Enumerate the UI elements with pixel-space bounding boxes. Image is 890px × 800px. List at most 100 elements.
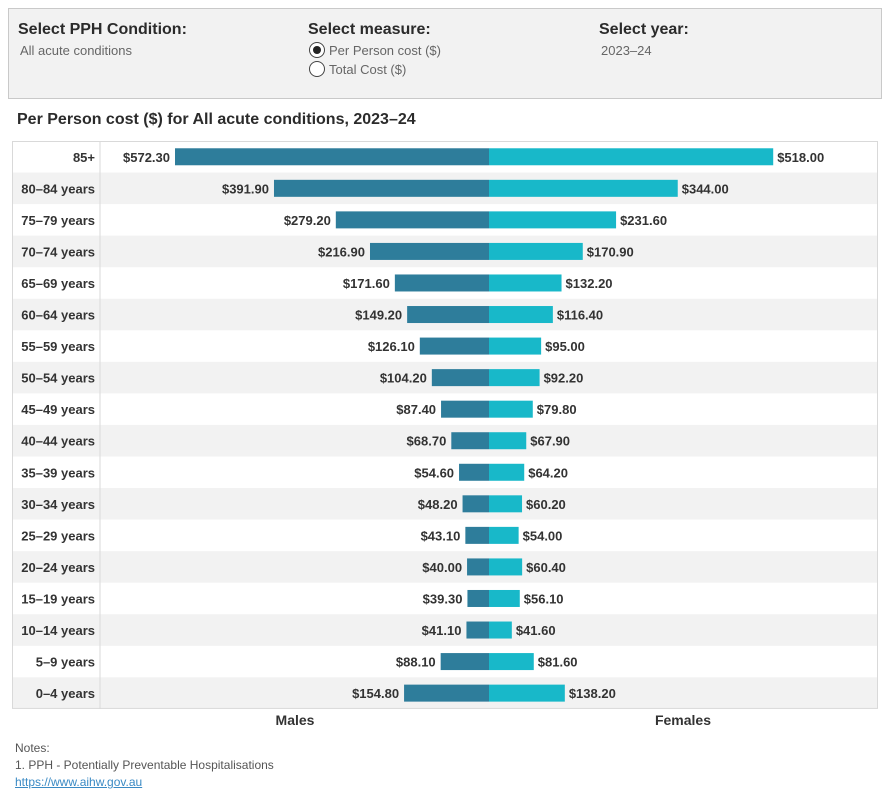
row-band [12, 614, 878, 646]
female-value-label: $116.40 [557, 308, 603, 323]
age-group-label: 55–59 years [21, 339, 95, 354]
year-filter-value[interactable]: 2023–24 [601, 43, 652, 58]
age-group-label: 30–34 years [21, 497, 95, 512]
age-group-label: 5–9 years [36, 655, 95, 670]
female-bar[interactable] [489, 369, 540, 387]
male-value-label: $391.90 [222, 181, 269, 196]
measure-filter-title: Select measure: [308, 21, 431, 38]
female-bar[interactable] [489, 621, 512, 639]
female-bar[interactable] [489, 400, 533, 418]
female-value-label: $95.00 [545, 339, 585, 354]
male-value-label: $171.60 [343, 276, 390, 291]
measure-option-label: Total Cost ($) [329, 61, 407, 77]
female-value-label: $56.10 [524, 591, 564, 606]
radio-selected-icon[interactable] [309, 42, 325, 58]
male-value-label: $87.40 [396, 402, 436, 417]
female-bar[interactable] [489, 589, 520, 607]
male-bar[interactable] [467, 589, 489, 607]
female-bar[interactable] [489, 653, 534, 671]
female-bar[interactable] [489, 148, 774, 166]
male-bar[interactable] [441, 400, 489, 418]
female-bar[interactable] [489, 558, 523, 576]
female-bar[interactable] [489, 495, 523, 513]
male-bar[interactable] [440, 653, 489, 671]
male-bar[interactable] [419, 337, 489, 355]
male-bar[interactable] [466, 621, 489, 639]
male-value-label: $104.20 [380, 371, 427, 386]
female-value-label: $170.90 [587, 244, 634, 259]
female-value-label: $79.80 [537, 402, 577, 417]
row-band [12, 424, 878, 457]
female-bar[interactable] [489, 432, 527, 450]
male-value-label: $149.20 [355, 308, 402, 323]
female-bar[interactable] [489, 526, 519, 544]
chart-title: Per Person cost ($) for All acute condit… [17, 111, 416, 128]
females-axis-label: Females [655, 712, 711, 728]
male-value-label: $572.30 [123, 150, 170, 165]
female-value-label: $92.20 [544, 371, 584, 386]
female-value-label: $60.40 [526, 560, 566, 575]
age-group-label: 10–14 years [21, 623, 95, 638]
notes: Notes: 1. PPH - Potentially Preventable … [15, 740, 274, 791]
female-value-label: $518.00 [777, 150, 824, 165]
male-bar[interactable] [451, 432, 489, 450]
age-group-label: 80–84 years [21, 181, 95, 196]
male-bar[interactable] [335, 211, 489, 229]
age-group-label: 40–44 years [21, 434, 95, 449]
female-bar[interactable] [489, 274, 562, 292]
female-value-label: $344.00 [682, 181, 729, 196]
female-value-label: $138.20 [569, 686, 616, 701]
age-group-label: 0–4 years [36, 686, 95, 701]
female-bar[interactable] [489, 242, 583, 260]
row-band [12, 551, 878, 583]
male-bar[interactable] [431, 369, 489, 387]
male-value-label: $54.60 [414, 465, 454, 480]
males-axis-label: Males [276, 712, 315, 728]
male-value-label: $39.30 [423, 591, 463, 606]
female-value-label: $60.20 [526, 497, 566, 512]
male-value-label: $126.10 [368, 339, 415, 354]
female-value-label: $54.00 [523, 528, 563, 543]
measure-option-per-person[interactable]: Per Person cost ($) [309, 42, 441, 58]
male-value-label: $216.90 [318, 244, 365, 259]
female-bar[interactable] [489, 684, 565, 702]
male-bar[interactable] [394, 274, 489, 292]
female-bar[interactable] [489, 463, 525, 481]
male-value-label: $279.20 [284, 213, 331, 228]
female-bar[interactable] [489, 179, 678, 197]
male-bar[interactable] [369, 242, 489, 260]
male-bar[interactable] [404, 684, 489, 702]
female-value-label: $81.60 [538, 655, 578, 670]
male-value-label: $41.10 [422, 623, 462, 638]
year-filter-title: Select year: [599, 21, 689, 38]
condition-filter-value[interactable]: All acute conditions [20, 43, 133, 58]
age-group-label: 50–54 years [21, 371, 95, 386]
female-bar[interactable] [489, 306, 553, 324]
measure-option-total-cost[interactable]: Total Cost ($) [309, 61, 406, 77]
female-bar[interactable] [489, 211, 617, 229]
plot-border [12, 141, 878, 709]
male-bar[interactable] [407, 306, 489, 324]
female-value-label: $231.60 [620, 213, 667, 228]
female-value-label: $67.90 [530, 434, 570, 449]
female-value-label: $41.60 [516, 623, 556, 638]
male-bar[interactable] [467, 558, 489, 576]
male-bar[interactable] [462, 495, 489, 513]
male-bar[interactable] [175, 148, 489, 166]
filter-panel: Select PPH Condition: All acute conditio… [8, 8, 882, 99]
age-group-label: 35–39 years [21, 465, 95, 480]
age-group-label: 65–69 years [21, 276, 95, 291]
male-bar[interactable] [273, 179, 489, 197]
row-band [12, 488, 878, 520]
female-value-label: $64.20 [528, 465, 568, 480]
age-group-label: 75–79 years [21, 213, 95, 228]
male-bar[interactable] [459, 463, 489, 481]
female-bar[interactable] [489, 337, 542, 355]
population-pyramid-chart: 85+ $572.30 $518.00 80–84 years $391.90 $344.… [12, 141, 878, 728]
source-link[interactable]: https://www.aihw.gov.au [15, 775, 143, 789]
female-value-label: $132.20 [566, 276, 613, 291]
age-group-label: 70–74 years [21, 244, 95, 259]
male-bar[interactable] [465, 526, 489, 544]
radio-unselected-icon[interactable] [309, 61, 325, 77]
male-value-label: $154.80 [352, 686, 399, 701]
